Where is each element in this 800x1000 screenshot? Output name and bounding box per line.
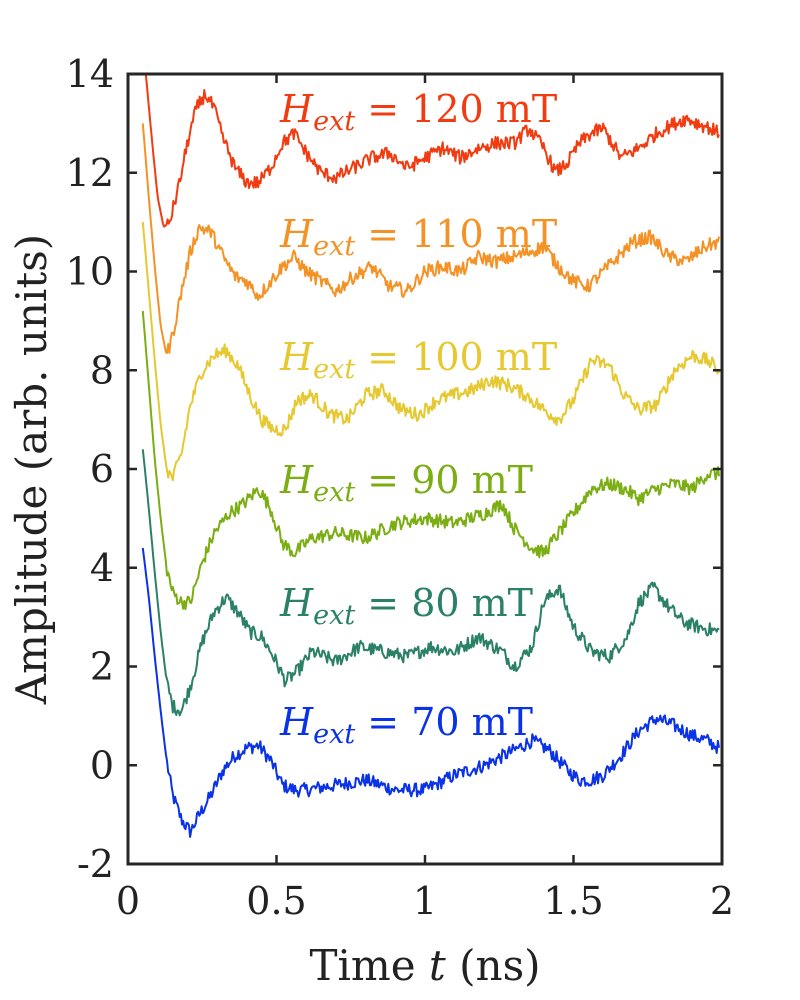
axis-ticks [126,72,724,866]
series-label-120-mt: Hext = 120 mT [279,87,557,137]
x-tick-label: 2 [710,879,734,923]
y-tick-label: -2 [77,842,114,886]
y-tick-label: 14 [66,52,114,96]
x-tick-label: 0.5 [246,879,306,923]
y-tick-label: 4 [90,546,114,590]
series-line-100-mt [141,222,720,482]
y-tick-label: 12 [66,151,114,195]
y-tick-label: 0 [90,743,114,787]
series-line-120-mt [144,73,720,228]
series-label-110-mt: Hext = 110 mT [279,212,557,262]
x-tick-label: 1 [413,879,437,923]
y-tick-label: 6 [90,447,114,491]
y-tick-label: 8 [90,348,114,392]
x-axis-label: Time t (ns) [309,941,540,990]
y-tick-label: 2 [90,645,114,689]
series-line-80-mt [141,449,720,717]
series-label-80-mt: Hext = 80 mT [279,581,533,631]
series-line-90-mt [141,310,720,611]
series-labels: Hext = 70 mT Hext = 80 mT Hext = 90 mT Hext… [279,87,557,750]
y-axis-label: Amplitude (arb. units) [7,234,56,705]
series-label-70-mt: Hext = 70 mT [279,700,533,750]
series-lines [141,73,720,838]
series-line-70-mt [141,547,720,838]
x-tick-label: 0 [116,879,140,923]
series-label-90-mt: Hext = 90 mT [279,458,533,508]
y-tick-label: 10 [66,250,114,294]
series-label-100-mt: Hext = 100 mT [279,335,557,385]
series-line-110-mt [141,123,720,354]
x-tick-label: 1.5 [543,879,603,923]
